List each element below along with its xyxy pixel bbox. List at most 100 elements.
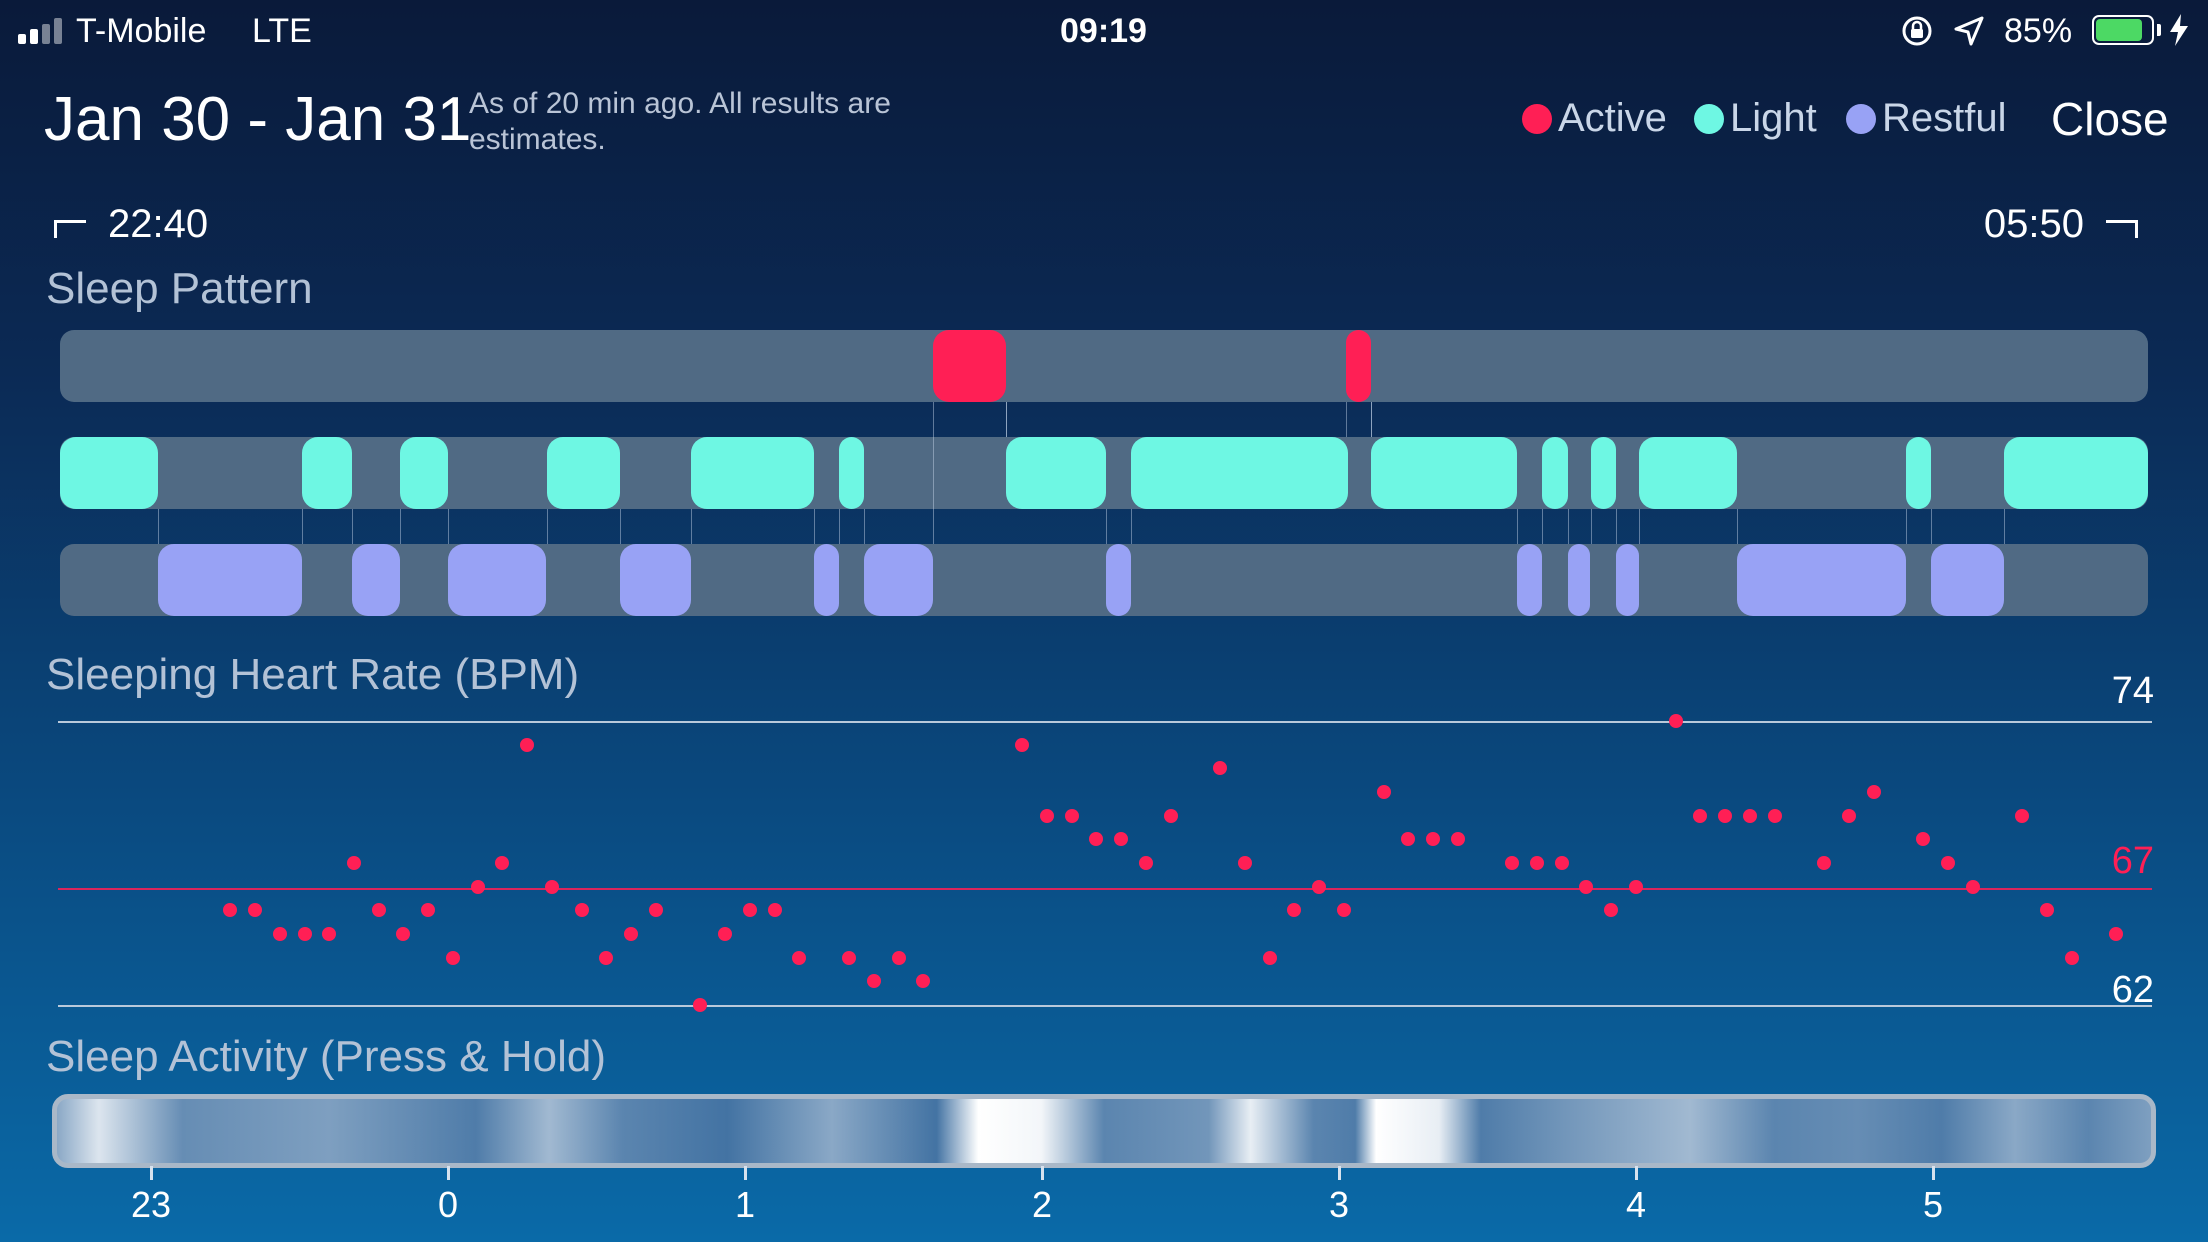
- heart-rate-point: [346, 856, 361, 870]
- status-bar: T-Mobile LTE 09:19 85%: [0, 0, 2208, 64]
- legend-active: Active: [1522, 96, 1667, 141]
- max-line: [58, 721, 2152, 723]
- stage-connector: [690, 509, 692, 544]
- axis-tick: [1338, 1166, 1341, 1180]
- close-button[interactable]: Close: [2051, 93, 2169, 145]
- heart-rate-point: [1505, 856, 1520, 870]
- light-segment: [1638, 437, 1737, 509]
- restful-segment: [1736, 544, 1906, 616]
- axis-tick-label: 5: [1922, 1184, 1944, 1225]
- heart-rate-point: [1579, 879, 1594, 894]
- carrier-name: T-Mobile: [76, 12, 207, 50]
- restful-segment: [352, 544, 401, 616]
- heart-rate-point: [599, 950, 614, 965]
- heart-rate-point: [1089, 832, 1104, 847]
- axis-tick: [1041, 1166, 1044, 1180]
- stage-connector: [619, 509, 621, 544]
- axis-tick: [1635, 1166, 1638, 1180]
- range-start: 22:40: [54, 202, 208, 247]
- battery-tip: [2157, 24, 2161, 36]
- heart-rate-point: [421, 903, 436, 918]
- heart-rate-point: [2015, 808, 2030, 823]
- heart-rate-point: [1693, 808, 1708, 823]
- heart-rate-point: [544, 879, 559, 894]
- heart-rate-point: [1866, 785, 1881, 799]
- heart-rate-point: [1064, 808, 1079, 823]
- network-type: LTE: [252, 12, 312, 50]
- stage-connector: [546, 509, 548, 544]
- heart-rate-point: [520, 737, 535, 752]
- range-end-time: 05:50: [1983, 202, 2084, 246]
- stage-connector: [400, 509, 402, 544]
- heart-rate-point: [1163, 808, 1178, 823]
- restful-segment: [1517, 544, 1543, 616]
- min-line: [58, 1005, 2152, 1007]
- stage-connector: [2003, 509, 2005, 544]
- heart-rate-point: [624, 927, 639, 941]
- heart-rate-point: [1916, 832, 1931, 847]
- stage-connector: [1567, 509, 1569, 544]
- heart-rate-point: [1718, 808, 1733, 823]
- stage-connector: [1736, 509, 1738, 544]
- active-track: [60, 330, 2148, 402]
- axis-tick-label: 23: [130, 1184, 172, 1225]
- heart-rate-point: [446, 950, 461, 965]
- heart-rate-point: [891, 950, 906, 965]
- heart-rate-point: [470, 879, 485, 894]
- heart-rate-point: [223, 903, 238, 918]
- stage-connector: [813, 509, 815, 544]
- heart-rate-point: [247, 903, 262, 918]
- heart-rate-point: [1940, 856, 1955, 870]
- axis-tick: [447, 1166, 450, 1180]
- range-end: 05:50: [1984, 202, 2138, 247]
- stage-connector: [1005, 402, 1007, 437]
- heart-rate-point: [2039, 903, 2054, 918]
- stage-connector: [1905, 509, 1907, 544]
- legend-label: Light: [1730, 96, 1817, 140]
- heart-rate-point: [1401, 832, 1416, 847]
- heart-rate-point: [574, 903, 589, 918]
- axis-tick-label: 1: [734, 1184, 756, 1225]
- stage-connector: [1106, 509, 1108, 544]
- light-segment: [1590, 437, 1616, 509]
- heart-rate-point: [1817, 856, 1831, 870]
- clock: 09:19: [1060, 12, 1147, 50]
- light-segment: [400, 437, 449, 509]
- stage-connector: [1005, 402, 1007, 437]
- heart-rate-point: [693, 998, 708, 1012]
- light-segment: [1005, 437, 1107, 509]
- signal-icon: [18, 18, 68, 44]
- heart-rate-point: [1841, 808, 1856, 823]
- restful-dot-icon: [1846, 103, 1876, 134]
- heart-rate-point: [297, 927, 312, 941]
- restful-segment: [448, 544, 547, 616]
- heart-rate-point: [648, 903, 663, 918]
- sleep-activity-bar[interactable]: [52, 1094, 2156, 1168]
- heart-rate-point: [1530, 856, 1545, 870]
- axis-tick: [1932, 1166, 1935, 1180]
- charging-bolt-icon: [2170, 14, 2188, 46]
- sleep-pattern-title: Sleep Pattern: [46, 264, 313, 313]
- heart-rate-point: [1312, 879, 1327, 894]
- heart-rate-point: [1742, 808, 1757, 823]
- stage-connector: [1930, 509, 1932, 544]
- axis-tick-label: 3: [1328, 1184, 1350, 1225]
- stage-connector: [302, 509, 304, 544]
- heart-rate-point: [1629, 879, 1643, 894]
- light-segment: [1131, 437, 1349, 509]
- axis-tick-label: 2: [1031, 1184, 1053, 1225]
- heart-rate-point: [1554, 856, 1569, 870]
- heart-rate-point: [1376, 785, 1391, 799]
- legend-label: Restful: [1882, 96, 2007, 140]
- stage-connector: [1346, 402, 1348, 437]
- rotation-lock-icon: [1902, 16, 1932, 46]
- axis-tick: [150, 1166, 153, 1180]
- light-segment: [1905, 437, 1931, 509]
- heart-rate-point: [272, 927, 287, 941]
- heart-rate-point: [916, 974, 931, 989]
- heart-rate-point: [1767, 808, 1782, 823]
- restful-segment: [1615, 544, 1639, 616]
- stage-connector: [1638, 509, 1640, 544]
- axis-tick: [744, 1166, 747, 1180]
- heart-rate-point: [396, 927, 411, 941]
